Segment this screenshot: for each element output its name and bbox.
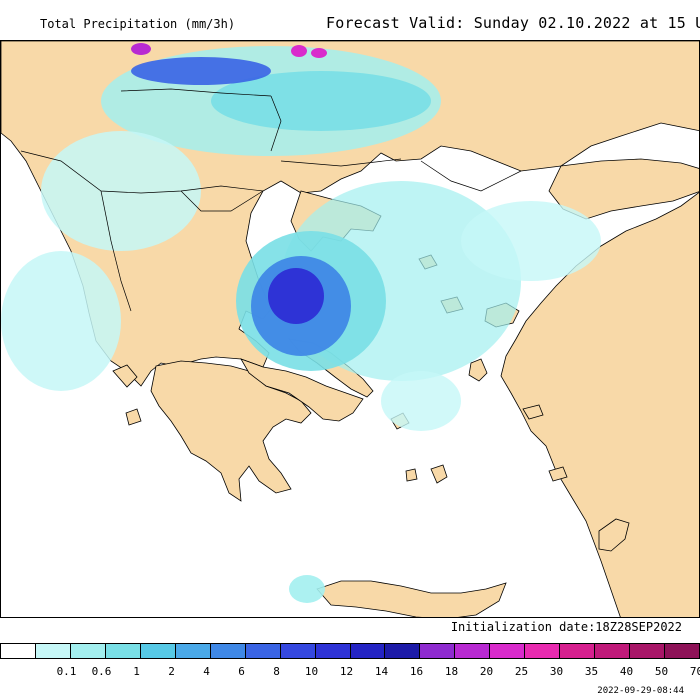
color-swatch xyxy=(280,644,316,658)
color-swatch xyxy=(175,644,211,658)
color-swatch xyxy=(455,644,491,658)
color-scale-labels: 0.1 0.6 1 2 4 6 8 10 12 14 16 18 20 25 30 35 40 50 70 xyxy=(0,665,700,679)
land-island-naxos xyxy=(430,464,448,484)
color-swatch xyxy=(560,644,596,658)
color-swatch xyxy=(1,644,36,658)
precip-heavy-core xyxy=(268,268,324,324)
color-scale-label: 4 xyxy=(203,665,210,678)
map-canvas xyxy=(1,41,699,617)
color-scale-bar xyxy=(0,643,700,659)
color-scale-label: 8 xyxy=(273,665,280,678)
color-swatch xyxy=(245,644,281,658)
color-scale-label: 1 xyxy=(133,665,140,678)
precip-light-east xyxy=(461,201,601,281)
product-title: Total Precipitation (mm/3h) xyxy=(40,17,236,31)
color-swatch xyxy=(35,644,71,658)
land-island-paros xyxy=(405,468,418,482)
precip-extreme-north-2 xyxy=(291,45,307,57)
color-scale-label: 25 xyxy=(514,665,529,678)
color-swatch xyxy=(140,644,176,658)
color-swatch xyxy=(385,644,421,658)
color-swatch xyxy=(525,644,561,658)
land-island-zakynthos xyxy=(125,408,142,426)
color-swatch xyxy=(665,644,700,658)
color-swatch xyxy=(420,644,456,658)
initialization-date: Initialization date:18Z28SEP2022 xyxy=(450,620,682,634)
color-scale-label: 40 xyxy=(619,665,634,678)
country-borders xyxy=(20,88,522,312)
color-scale-label: 50 xyxy=(654,665,669,678)
color-swatch xyxy=(630,644,666,658)
color-scale-label: 0.6 xyxy=(91,665,112,678)
color-scale-label: 20 xyxy=(479,665,494,678)
color-swatch xyxy=(350,644,386,658)
generation-timestamp: 2022-09-29-08:44 xyxy=(597,686,684,696)
land-crete xyxy=(316,580,507,617)
precip-extreme-north-3 xyxy=(311,48,327,58)
color-scale-label: 2 xyxy=(168,665,175,678)
color-scale-label: 14 xyxy=(374,665,389,678)
color-swatch xyxy=(210,644,246,658)
color-scale-label: 70 xyxy=(689,665,700,678)
color-swatch xyxy=(595,644,631,658)
color-scale-label: 10 xyxy=(304,665,319,678)
forecast-valid-time: Forecast Valid: Sunday 02.10.2022 at 15 … xyxy=(326,14,700,32)
precip-light-west xyxy=(1,251,121,391)
precipitation-map xyxy=(0,40,700,618)
precip-light-northwest xyxy=(41,131,201,251)
color-scale-label: 16 xyxy=(409,665,424,678)
precip-heavy-north xyxy=(131,57,271,85)
color-swatch xyxy=(105,644,141,658)
land-island-samos xyxy=(522,404,544,420)
color-scale-label: 0.1 xyxy=(56,665,77,678)
land-anatolia xyxy=(500,192,699,617)
land-chios xyxy=(468,358,488,382)
color-swatch xyxy=(315,644,351,658)
color-swatch xyxy=(70,644,106,658)
precip-extreme-north-1 xyxy=(131,43,151,55)
color-scale-label: 6 xyxy=(238,665,245,678)
land-island-kefalonia xyxy=(112,364,138,388)
land-rhodes xyxy=(598,518,630,552)
land-island-kos xyxy=(548,466,568,482)
color-scale-label: 35 xyxy=(584,665,599,678)
land-attica xyxy=(240,358,364,422)
precip-light-crete xyxy=(289,575,325,603)
color-scale-label: 18 xyxy=(444,665,459,678)
color-scale-label: 30 xyxy=(549,665,564,678)
precip-moderate-north xyxy=(211,71,431,131)
precipitation-field xyxy=(1,43,601,603)
color-scale-label: 12 xyxy=(339,665,354,678)
precip-light-cyclades xyxy=(381,371,461,431)
color-swatch xyxy=(490,644,526,658)
